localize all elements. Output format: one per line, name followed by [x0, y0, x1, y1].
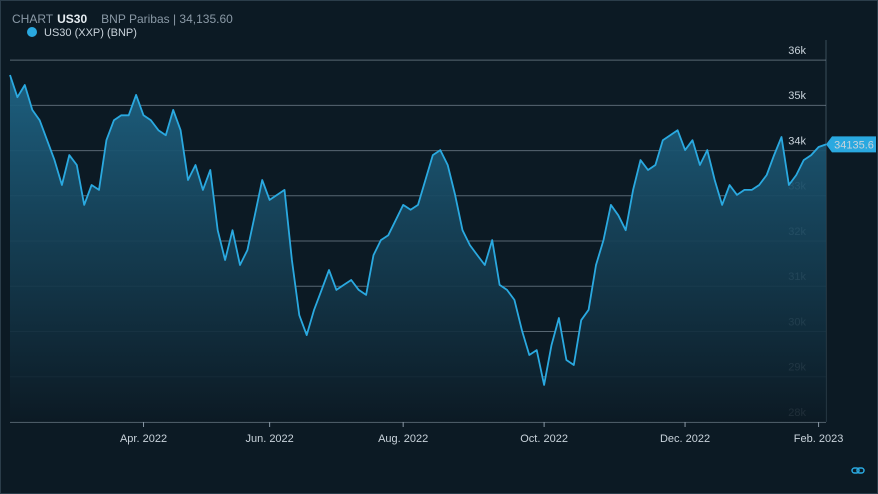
y-tick-label: 35k: [788, 90, 806, 102]
x-tick-label: Feb. 2023: [794, 433, 844, 445]
legend-marker: [27, 27, 37, 37]
x-tick-label: Dec. 2022: [660, 433, 710, 445]
x-tick-label: Aug. 2022: [378, 433, 428, 445]
header-quote: BNP Paribas | 34,135.60: [101, 12, 233, 26]
header: CHART US30 BNP Paribas | 34,135.60: [12, 12, 233, 26]
header-symbol: US30: [57, 12, 88, 26]
area-fill: [10, 75, 826, 422]
last-value-tag: [826, 136, 876, 153]
last-value-label: 34135.6: [834, 139, 874, 151]
legend-label: US30 (XXP) (BNP): [44, 27, 137, 39]
series-line: [9, 74, 827, 386]
x-tick-label: Jun. 2022: [245, 433, 293, 445]
header-label: CHART: [12, 12, 54, 26]
link-icon[interactable]: [851, 467, 865, 474]
y-tick-label: 36k: [788, 45, 806, 57]
y-tick-label: 34k: [788, 135, 806, 147]
x-tick-label: Oct. 2022: [520, 433, 568, 445]
x-tick-label: Apr. 2022: [120, 433, 167, 445]
